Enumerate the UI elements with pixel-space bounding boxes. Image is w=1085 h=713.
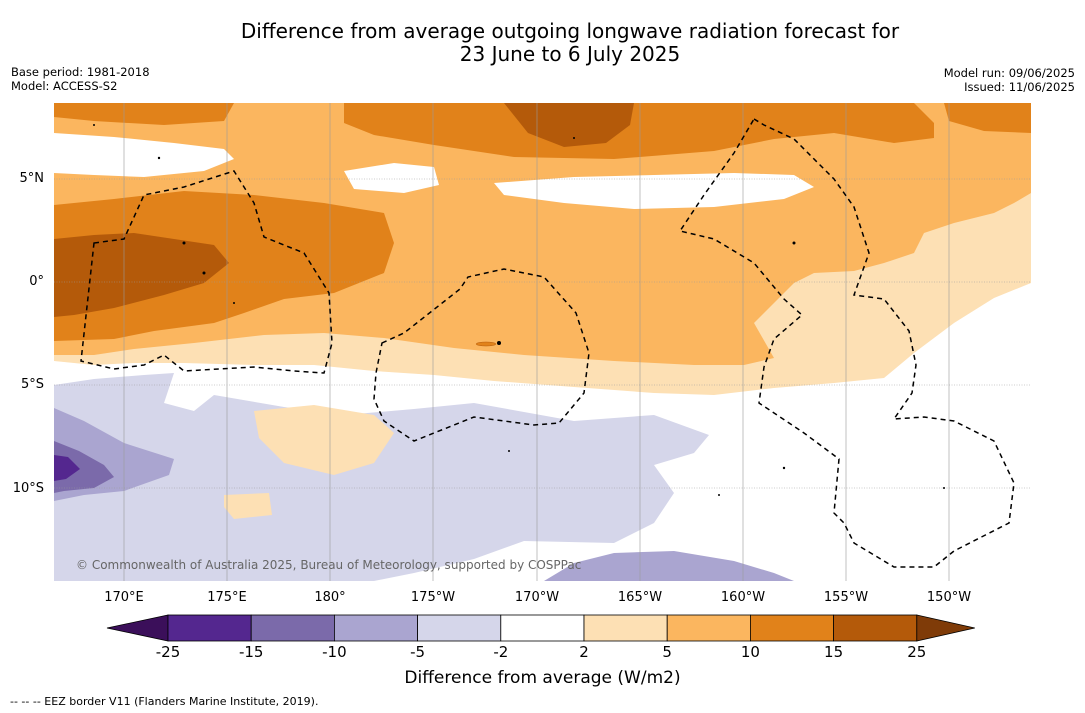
lon-label-175e: 175°E — [207, 590, 247, 605]
colorbar-tick-label: -25 — [155, 643, 181, 661]
gap-north-3 — [494, 173, 814, 209]
colorbar-tick-label: -2 — [493, 643, 509, 661]
region-pos-strong-4 — [54, 103, 234, 125]
eez-borders — [80, 117, 1015, 568]
region-pos-light-2 — [254, 405, 394, 475]
islands — [93, 124, 945, 496]
colorbar-segment — [666, 614, 751, 642]
eez-footnote: -- -- -- EEZ border V11 (Flanders Marine… — [10, 695, 319, 708]
region-pos-light-3 — [224, 493, 272, 519]
lon-label-150w: 150°W — [926, 590, 972, 605]
region-neg-mid-2 — [544, 551, 794, 581]
title-line-2: 23 June to 6 July 2025 — [459, 42, 681, 66]
colorbar-segment — [750, 614, 835, 642]
region-neg-darkest — [54, 455, 80, 481]
colorbar-tick-label: -15 — [238, 643, 264, 661]
region-pos-very-strong — [54, 233, 229, 317]
base-period-text: Base period: 1981-2018 — [11, 65, 150, 79]
lon-label-165w: 165°W — [617, 590, 663, 605]
colorbar-tick-label: -5 — [410, 643, 426, 661]
colorbar-tick-label: 5 — [662, 643, 672, 661]
graticule-meridians — [123, 103, 950, 581]
colorbar-label: Difference from average (W/m2) — [404, 668, 681, 688]
graticule — [54, 178, 1031, 489]
colorbar-tick-label: 15 — [824, 643, 844, 661]
colorbar-segment — [417, 614, 502, 642]
colorbar-segment — [167, 614, 252, 642]
issued-text: Issued: 11/06/2025 — [964, 80, 1075, 94]
copyright-text: © Commonwealth of Australia 2025, Bureau… — [76, 558, 582, 572]
colorbar-segment — [833, 614, 918, 642]
title-line-1: Difference from average outgoing longwav… — [240, 19, 900, 43]
colorbar-segment — [250, 614, 335, 642]
lon-label-155w: 155°W — [823, 590, 869, 605]
region-pos-strong-3 — [944, 103, 1031, 133]
colorbar — [106, 614, 975, 642]
colorbar-segment — [500, 614, 585, 642]
lon-label-180: 180° — [314, 590, 346, 605]
lat-label-5s: 5°S — [20, 377, 44, 392]
region-pos-mid — [54, 103, 1031, 365]
region-pos-strong-2 — [344, 103, 934, 159]
region-neg-dark — [54, 441, 114, 493]
colorbar-arrow-min — [106, 614, 169, 642]
anomaly-map — [54, 103, 1031, 581]
model-run-text: Model run: 09/06/2025 — [943, 66, 1075, 80]
lon-label-160w: 160°W — [720, 590, 766, 605]
colorbar-tick-label: 2 — [579, 643, 589, 661]
lat-label-10s: 10°S — [12, 481, 44, 496]
lat-label-0: 0° — [29, 274, 44, 289]
colorbar-arrow-max — [916, 614, 975, 642]
gap-north-1 — [54, 133, 234, 177]
lon-label-170w: 170°W — [514, 590, 560, 605]
lat-label-5n: 5°N — [19, 171, 45, 186]
region-pos-very-strong-2 — [504, 103, 634, 147]
colorbar-tick-label: -10 — [322, 643, 347, 661]
colorbar-segment — [333, 614, 418, 642]
model-text: Model: ACCESS-S2 — [11, 79, 118, 93]
colorbar-segment — [583, 614, 668, 642]
lon-label-170e: 170°E — [104, 590, 144, 605]
meta-left: Base period: 1981-2018 Model: ACCESS-S2 — [11, 65, 150, 93]
colorbar-tick-label: 10 — [740, 643, 760, 661]
gap-north-2 — [344, 163, 439, 193]
lon-label-175w: 175°W — [410, 590, 456, 605]
meta-right: Model run: 09/06/2025 Issued: 11/06/2025 — [944, 66, 1075, 94]
map-title: Difference from average outgoing longwav… — [0, 20, 1085, 66]
colorbar-tick-label: 25 — [907, 643, 927, 661]
region-neg-light — [54, 373, 709, 581]
